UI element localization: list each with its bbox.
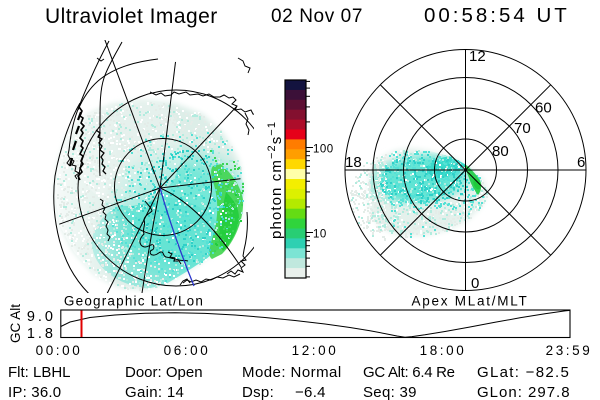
svg-text:02 Nov 07: 02 Nov 07 — [271, 6, 363, 27]
svg-text:GC Alt: 6.4 Re: GC Alt: 6.4 Re — [363, 364, 455, 381]
svg-text:1.8: 1.8 — [27, 326, 56, 342]
svg-text:GC Alt: GC Alt — [8, 304, 23, 343]
svg-text:Door: Open: Door: Open — [125, 364, 203, 381]
svg-text:00:58:54 UT: 00:58:54 UT — [424, 4, 570, 27]
svg-text:Gain: 14: Gain: 14 — [125, 384, 184, 400]
svg-text:18:00: 18:00 — [420, 343, 467, 358]
svg-text:23:59: 23:59 — [546, 343, 593, 358]
svg-text:−6.4: −6.4 — [295, 384, 326, 400]
svg-text:6: 6 — [577, 154, 585, 171]
svg-text:Dsp:: Dsp: — [242, 384, 274, 400]
svg-text:9.0: 9.0 — [27, 309, 56, 325]
svg-text:60: 60 — [535, 100, 552, 117]
svg-text:Ultraviolet Imager: Ultraviolet Imager — [45, 5, 218, 28]
svg-text:Seq: 39: Seq: 39 — [363, 384, 417, 400]
svg-text:80: 80 — [492, 143, 509, 160]
svg-text:06:00: 06:00 — [164, 343, 211, 358]
svg-text:0: 0 — [471, 275, 479, 292]
svg-text:Geographic Lat/Lon: Geographic Lat/Lon — [64, 294, 204, 309]
svg-text:18: 18 — [345, 154, 362, 171]
svg-text:Flt: LBHL: Flt: LBHL — [8, 364, 71, 381]
svg-text:GLon: 297.8: GLon: 297.8 — [477, 384, 571, 400]
svg-text:70: 70 — [514, 120, 531, 137]
svg-text:12: 12 — [469, 48, 486, 65]
svg-text:photon cm−2s−1: photon cm−2s−1 — [266, 121, 285, 239]
svg-text:10: 10 — [313, 229, 327, 241]
svg-text:Mode: Normal: Mode: Normal — [242, 364, 342, 381]
svg-text:Apex MLat/MLT: Apex MLat/MLT — [411, 294, 528, 309]
svg-text:00:00: 00:00 — [36, 343, 83, 358]
svg-text:100: 100 — [313, 144, 334, 156]
svg-text:12:00: 12:00 — [292, 343, 339, 358]
svg-text:GLat: −82.5: GLat: −82.5 — [477, 364, 570, 381]
svg-text:IP: 36.0: IP: 36.0 — [8, 384, 61, 400]
